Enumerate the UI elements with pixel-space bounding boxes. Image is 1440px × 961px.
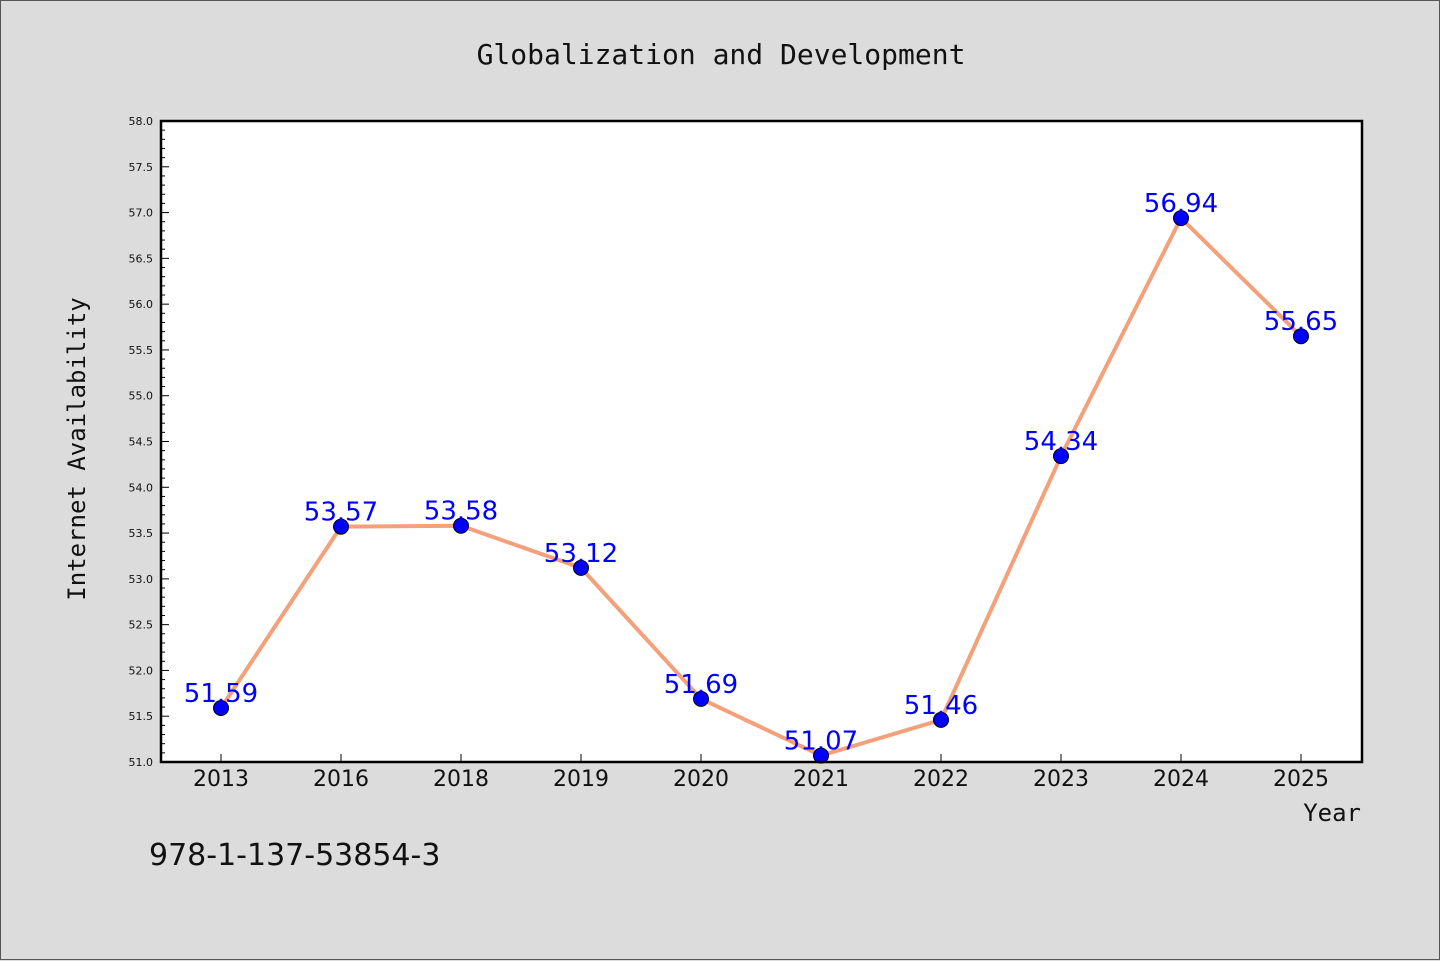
series-line: [219, 216, 1303, 758]
y-tick-label: 54.0: [129, 481, 154, 494]
data-point: [573, 559, 589, 576]
x-tick-label: 2016: [313, 767, 369, 792]
y-tick-label: 51.0: [129, 756, 154, 769]
markers: [213, 210, 1309, 764]
data-point: [453, 517, 469, 534]
y-tick-label: 53.0: [129, 573, 154, 586]
data-label: 51.69: [664, 670, 738, 700]
y-tick-label: 52.5: [129, 619, 154, 632]
data-point: [693, 690, 709, 707]
x-axis: 2013 2016 2018 2019 2020 2021 2022 2023 2024 2025: [193, 754, 1329, 792]
data-label: 51.46: [904, 691, 978, 721]
x-tick-label: 2021: [793, 767, 849, 792]
x-tick-label: 2019: [553, 767, 609, 792]
plot-area: [161, 121, 1362, 762]
data-point: [1173, 210, 1189, 227]
data-point: [333, 518, 349, 535]
y-tick-label: 56.5: [129, 252, 154, 265]
data-label: 56.94: [1144, 189, 1218, 219]
data-point: [933, 711, 949, 728]
data-point: [213, 699, 229, 716]
y-tick-label: 57.5: [129, 161, 154, 174]
data-label: 54.34: [1024, 427, 1098, 457]
plot-border: [159, 119, 1364, 764]
x-axis-label: Year: [1303, 799, 1361, 827]
y-axis: 51.0 51.5 52.0 52.5 53.0 53.5 54.0 54.5 55.0 55.5…: [129, 115, 169, 769]
data-label: 53.57: [304, 498, 378, 528]
y-tick-label: 58.0: [129, 115, 154, 128]
data-labels: 51.59 53.57 53.58 53.12 51.69 51.07 51.46 54.34…: [184, 189, 1338, 757]
x-tick-label: 2024: [1153, 767, 1209, 792]
data-point: [1293, 328, 1309, 345]
data-label: 51.07: [784, 727, 858, 757]
y-axis-label: Internet Availability: [63, 297, 91, 600]
x-tick-label: 2025: [1273, 767, 1329, 792]
x-tick-label: 2018: [433, 767, 489, 792]
data-label: 55.65: [1264, 307, 1338, 337]
data-point: [1053, 448, 1069, 465]
y-tick-label: 56.0: [129, 298, 154, 311]
y-tick-label: 54.5: [129, 436, 154, 449]
data-label: 53.12: [544, 539, 618, 569]
x-tick-label: 2020: [673, 767, 729, 792]
y-tick-label: 53.5: [129, 527, 154, 540]
x-tick-label: 2022: [913, 767, 969, 792]
y-tick-label: 57.0: [129, 207, 154, 220]
y-tick-label: 51.5: [129, 710, 154, 723]
y-tick-label: 55.0: [129, 390, 154, 403]
x-tick-label: 2023: [1033, 767, 1089, 792]
y-tick-label: 52.0: [129, 664, 154, 677]
chart-title: Globalization and Development: [477, 38, 966, 71]
data-label: 51.59: [184, 679, 258, 709]
x-tick-label: 2013: [193, 767, 249, 792]
isbn-text: 978-1-137-53854-3: [149, 838, 440, 873]
data-label: 53.58: [424, 497, 498, 527]
y-tick-label: 55.5: [129, 344, 154, 357]
